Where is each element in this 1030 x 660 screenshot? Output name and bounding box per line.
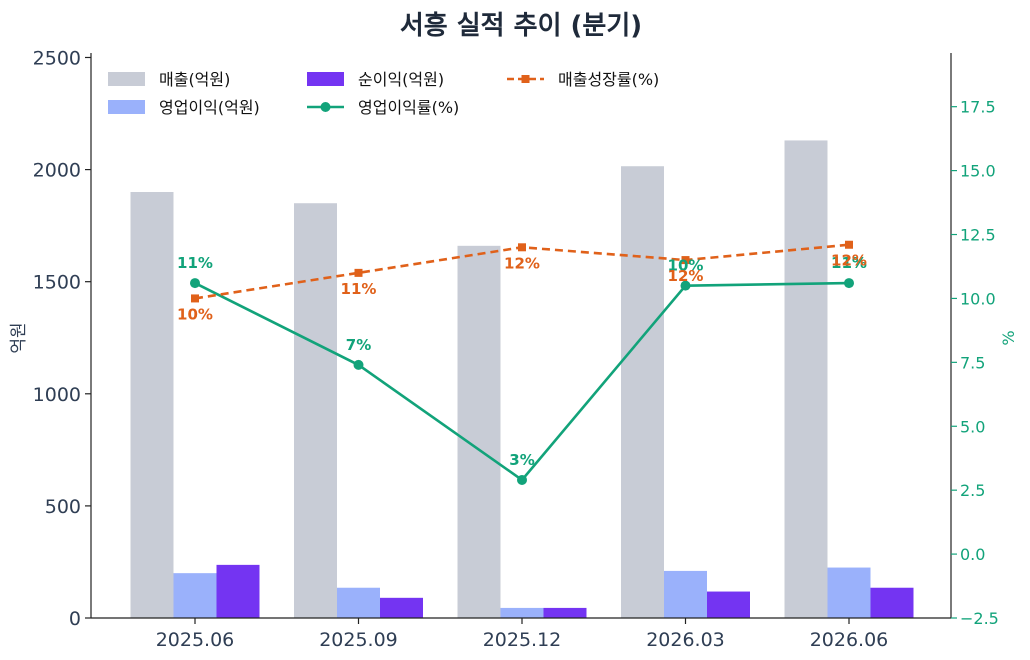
data-label-2-3: 12% xyxy=(504,254,540,272)
bar-3-1 xyxy=(216,564,260,618)
right-tick-label-8: 15.0 xyxy=(960,162,996,181)
legend-swatch-3 xyxy=(307,72,344,86)
data-label-2-2: 11% xyxy=(341,280,377,298)
left-tick-label-1: 0 xyxy=(69,608,81,630)
bar-3-3 xyxy=(543,607,587,618)
bar-1-1 xyxy=(130,192,174,618)
legend-label-1: 매출(억원) xyxy=(159,70,230,89)
marker-1-4 xyxy=(680,280,691,291)
data-label-2-1: 10% xyxy=(177,305,213,323)
data-label-2-5: 12% xyxy=(831,252,867,270)
marker-2-1 xyxy=(191,294,199,303)
marker-1-5 xyxy=(844,278,854,289)
bars-layer xyxy=(130,140,914,619)
bar-1-4 xyxy=(621,166,664,618)
marker-1-2 xyxy=(353,359,364,370)
bar-1-5 xyxy=(784,140,828,618)
chart-title: 서흥 실적 추이 (분기) xyxy=(400,11,642,41)
bar-1-2 xyxy=(294,203,337,618)
x-tick-label-2: 2025.09 xyxy=(319,629,398,651)
legend-swatch-1 xyxy=(108,72,145,86)
bar-2-1 xyxy=(173,573,217,618)
legend-marker-5 xyxy=(521,75,530,83)
bar-2-5 xyxy=(827,567,871,618)
ticks-layer: 0 500 1000 1500 2000 2500 −2.5 0.0 2.5 5.0 7.5 10.0… xyxy=(33,47,999,651)
right-tick-label-6: 10.0 xyxy=(960,289,996,308)
right-tick-label-5: 7.5 xyxy=(960,353,985,372)
data-labels-layer: 11%7%3%10% 11%10%11%12%12%12% xyxy=(177,252,867,469)
data-label-1-5: 11% xyxy=(831,254,867,272)
right-tick-label-4: 5.0 xyxy=(960,417,985,436)
lines-layer xyxy=(190,240,854,485)
bar-2-4 xyxy=(664,570,707,618)
legend: 매출(억원) 영업이익(억원) 순이익(억원) 영업이익률(%) 매출성장률(%) xyxy=(108,70,659,117)
x-tick-label-5: 2026.06 xyxy=(810,629,889,651)
left-tick-label-5: 2000 xyxy=(33,160,81,182)
data-label-1-2: 7% xyxy=(346,336,371,354)
bar-3-2 xyxy=(380,597,423,618)
bar-2-3 xyxy=(500,607,544,618)
y-axis-label-left: 억원 xyxy=(9,322,29,353)
data-label-1-3: 3% xyxy=(509,451,534,469)
legend-label-4: 영업이익률(%) xyxy=(358,98,459,117)
marker-1-3 xyxy=(517,474,527,485)
legend-swatch-2 xyxy=(108,100,145,114)
marker-2-5 xyxy=(845,240,853,249)
right-tick-label-2: 0.0 xyxy=(960,545,985,564)
legend-label-5: 매출성장률(%) xyxy=(558,70,659,89)
data-label-2-4: 12% xyxy=(668,267,704,285)
axes-layer xyxy=(90,53,952,619)
x-tick-label-1: 2025.06 xyxy=(156,629,235,651)
marker-2-4 xyxy=(681,256,690,265)
marker-1-1 xyxy=(190,278,200,289)
left-tick-label-6: 2500 xyxy=(33,47,81,69)
bar-2-2 xyxy=(337,587,380,618)
data-label-1-1: 11% xyxy=(177,254,213,272)
bar-1-3 xyxy=(457,245,501,619)
right-tick-label-1: −2.5 xyxy=(960,609,999,628)
right-tick-label-3: 2.5 xyxy=(960,481,985,500)
left-tick-label-2: 500 xyxy=(45,496,81,518)
legend-marker-4 xyxy=(320,102,331,112)
left-tick-label-4: 1500 xyxy=(33,272,81,294)
legend-label-2: 영업이익(억원) xyxy=(159,98,260,117)
bar-3-5 xyxy=(870,587,914,618)
right-tick-label-7: 12.5 xyxy=(960,226,996,245)
x-tick-label-3: 2025.12 xyxy=(483,629,562,651)
bar-3-4 xyxy=(707,591,750,618)
marker-2-3 xyxy=(518,243,526,252)
data-label-1-4: 10% xyxy=(668,257,704,275)
marker-2-2 xyxy=(354,268,363,277)
y-axis-label-right: % xyxy=(999,330,1018,345)
right-tick-label-9: 17.5 xyxy=(960,98,996,117)
x-tick-label-4: 2026.03 xyxy=(646,629,725,651)
left-tick-label-3: 1000 xyxy=(33,384,81,406)
legend-label-3: 순이익(억원) xyxy=(358,70,444,89)
